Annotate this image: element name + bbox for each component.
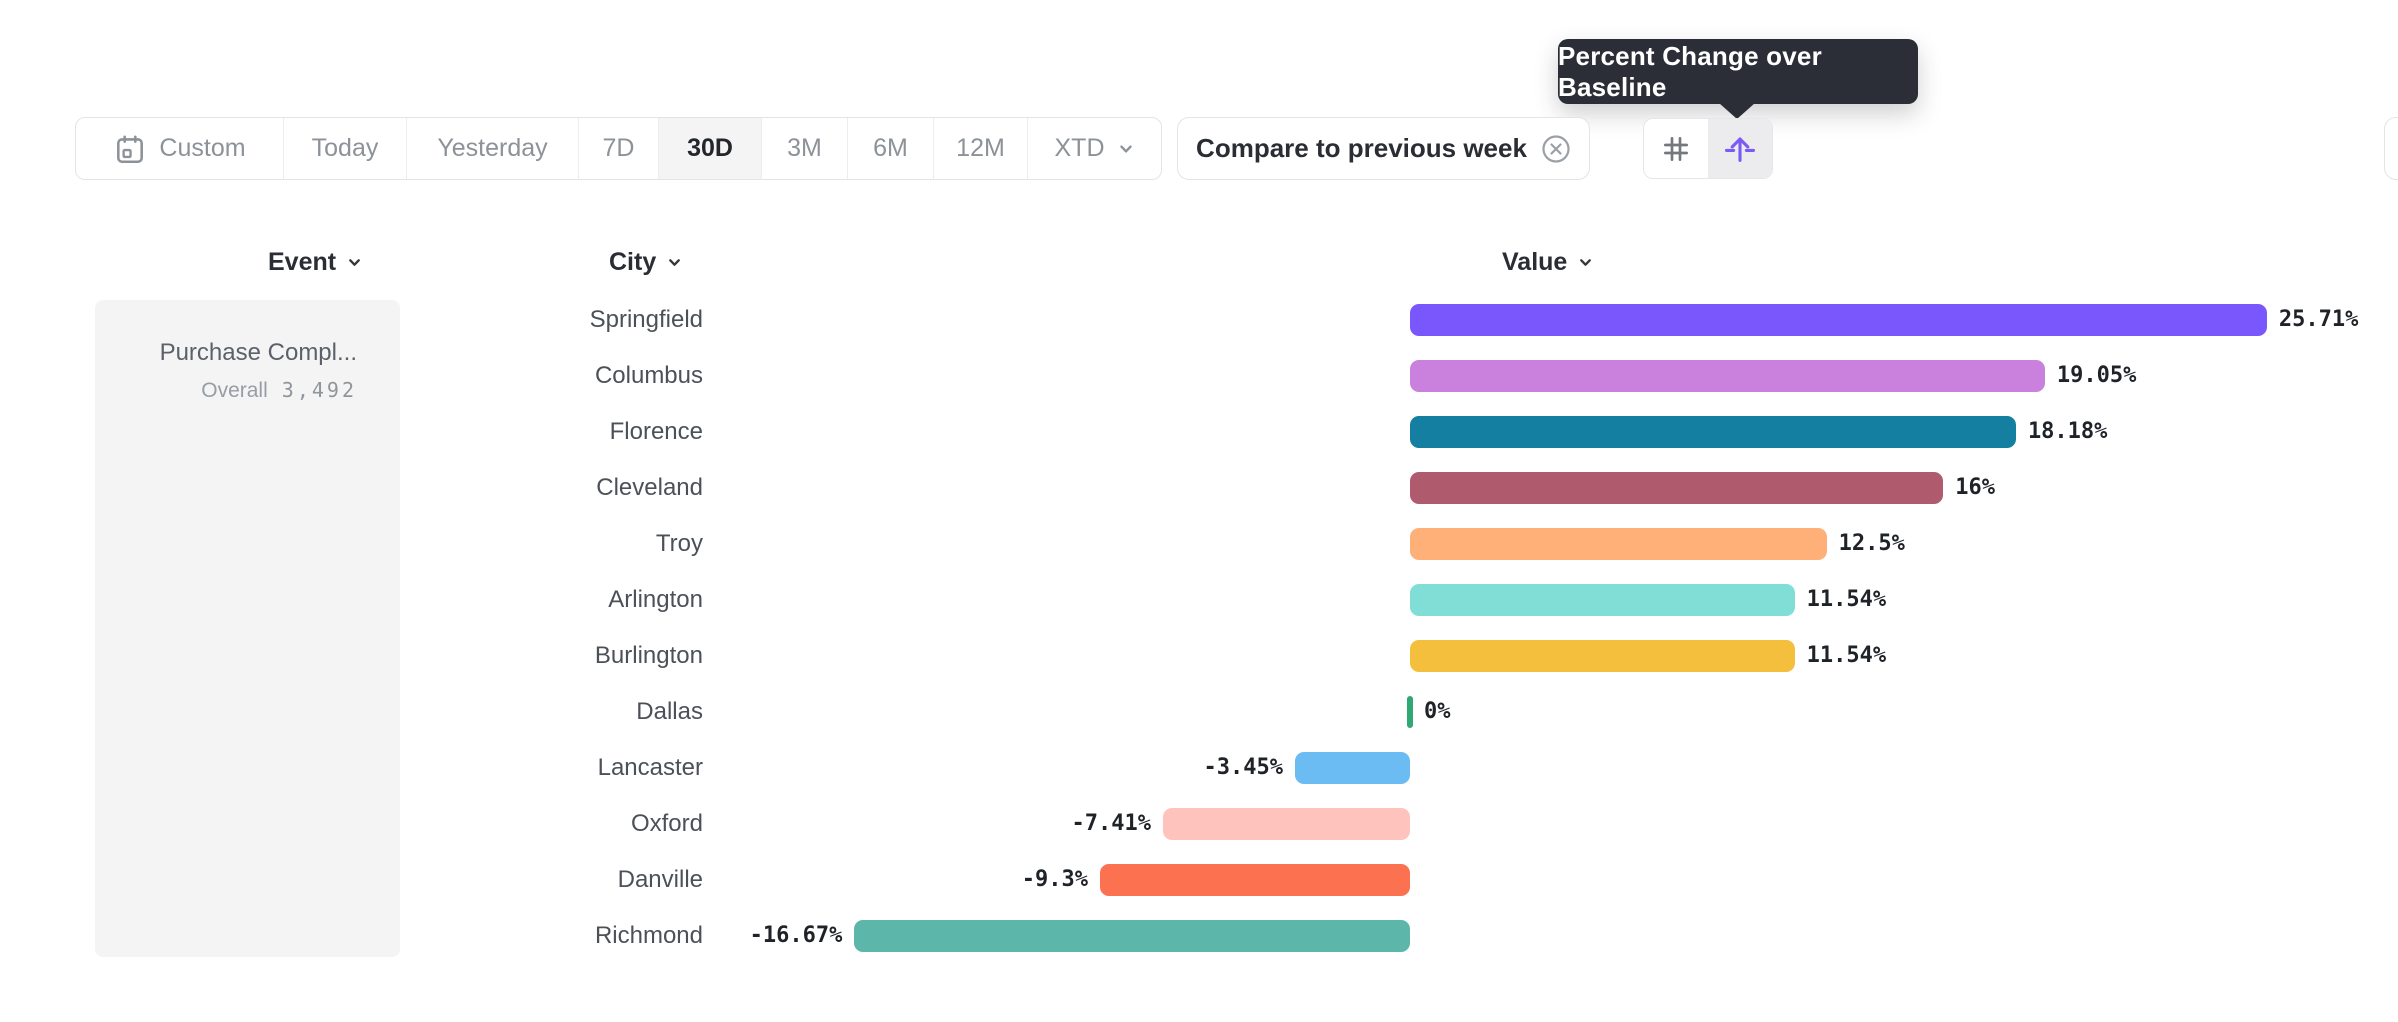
tooltip-arrow [1719,103,1755,119]
date-range-toolbar: Custom Today Yesterday 7D 30D 3M 6M 12M XTD [75,117,1162,180]
circle-x-icon[interactable] [1541,134,1571,164]
value-label: 12.5% [1838,531,1905,556]
date-range-xtd[interactable]: XTD [1028,118,1161,179]
column-header-event-label: Event [268,248,337,276]
bar-chart: Springfield 25.71% Columbus 19.05% Florence 1… [0,292,2398,964]
bar-row-richmond: Richmond -16.67% [0,908,2398,964]
value-label: 18.18% [2027,419,2108,444]
value-label: 11.54% [1806,587,1887,612]
bar-row-dallas: Dallas 0% [0,684,2398,740]
bar-dallas[interactable] [1407,696,1413,728]
city-label: Danville [617,866,703,893]
city-label: Springfield [589,306,703,333]
bar-row-florence: Florence 18.18% [0,404,2398,460]
column-header-city[interactable]: City [609,248,683,277]
date-range-7d[interactable]: 7D [579,118,659,179]
view-toggle-group [1643,118,1773,179]
bar-row-springfield: Springfield 25.71% [0,292,2398,348]
value-label: 25.71% [2278,307,2359,332]
value-label: -3.45% [1203,755,1284,780]
value-label: -7.41% [1071,811,1152,836]
bar-arlington[interactable] [1410,584,1795,616]
date-range-custom[interactable]: Custom [76,118,284,179]
bar-row-troy: Troy 12.5% [0,516,2398,572]
city-label: Troy [655,530,703,557]
bar-springfield[interactable] [1410,304,2267,336]
date-range-today[interactable]: Today [284,118,407,179]
tooltip: Percent Change over Baseline [1558,39,1918,104]
compare-chip-label: Compare to previous week [1196,133,1527,163]
bar-row-columbus: Columbus 19.05% [0,348,2398,404]
bar-lancaster[interactable] [1295,752,1410,784]
bar-row-danville: Danville -9.3% [0,852,2398,908]
calendar-icon [113,132,147,166]
city-label: Dallas [636,698,703,725]
chevron-down-icon [666,254,683,271]
city-label: Arlington [608,586,703,613]
uplift-arrow-icon[interactable] [1708,119,1772,178]
chevron-down-icon [1577,254,1594,271]
city-label: Burlington [594,642,703,669]
edge-cutoff-button[interactable] [2384,117,2398,180]
bar-row-arlington: Arlington 11.54% [0,572,2398,628]
value-label: 16% [1955,475,1996,500]
event-title: Purchase Compl... [159,339,357,366]
value-label: -16.67% [749,923,843,948]
bar-cleveland[interactable] [1410,472,1944,504]
column-header-value[interactable]: Value [1502,248,1594,277]
bar-danville[interactable] [1100,864,1410,896]
value-label: 0% [1424,699,1451,724]
value-label: 19.05% [2056,363,2137,388]
chevron-down-icon [1117,140,1135,158]
date-range-yesterday[interactable]: Yesterday [407,118,579,179]
event-overall-value: 3,492 [281,378,357,402]
value-label: 11.54% [1806,643,1887,668]
date-range-30d[interactable]: 30D [659,118,762,179]
column-header-value-label: Value [1502,248,1568,276]
date-range-3m[interactable]: 3M [762,118,848,179]
bar-troy[interactable] [1410,528,1827,560]
city-label: Cleveland [596,474,703,501]
number-grid-icon[interactable] [1644,119,1708,178]
city-label: Columbus [594,362,703,389]
bar-row-cleveland: Cleveland 16% [0,460,2398,516]
bar-richmond[interactable] [854,920,1410,952]
city-label: Lancaster [597,754,703,781]
bar-burlington[interactable] [1410,640,1795,672]
bar-row-oxford: Oxford -7.41% [0,796,2398,852]
bar-row-lancaster: Lancaster -3.45% [0,740,2398,796]
city-label: Florence [609,418,703,445]
bar-florence[interactable] [1410,416,2016,448]
bar-row-burlington: Burlington 11.54% [0,628,2398,684]
column-header-event[interactable]: Event [268,248,363,277]
date-range-6m[interactable]: 6M [848,118,934,179]
chevron-down-icon [346,254,363,271]
column-header-city-label: City [609,248,657,276]
event-overall: Overall 3,492 [115,378,357,403]
bar-oxford[interactable] [1163,808,1410,840]
event-overall-label: Overall [201,379,268,402]
event-panel[interactable]: Purchase Compl... Overall 3,492 [95,300,400,957]
city-label: Richmond [594,922,703,949]
date-range-12m[interactable]: 12M [934,118,1028,179]
compare-chip[interactable]: Compare to previous week [1177,117,1590,180]
bar-columbus[interactable] [1410,360,2045,392]
tooltip-text: Percent Change over Baseline [1558,40,1822,102]
city-label: Oxford [630,810,703,837]
value-label: -9.3% [1021,867,1089,892]
